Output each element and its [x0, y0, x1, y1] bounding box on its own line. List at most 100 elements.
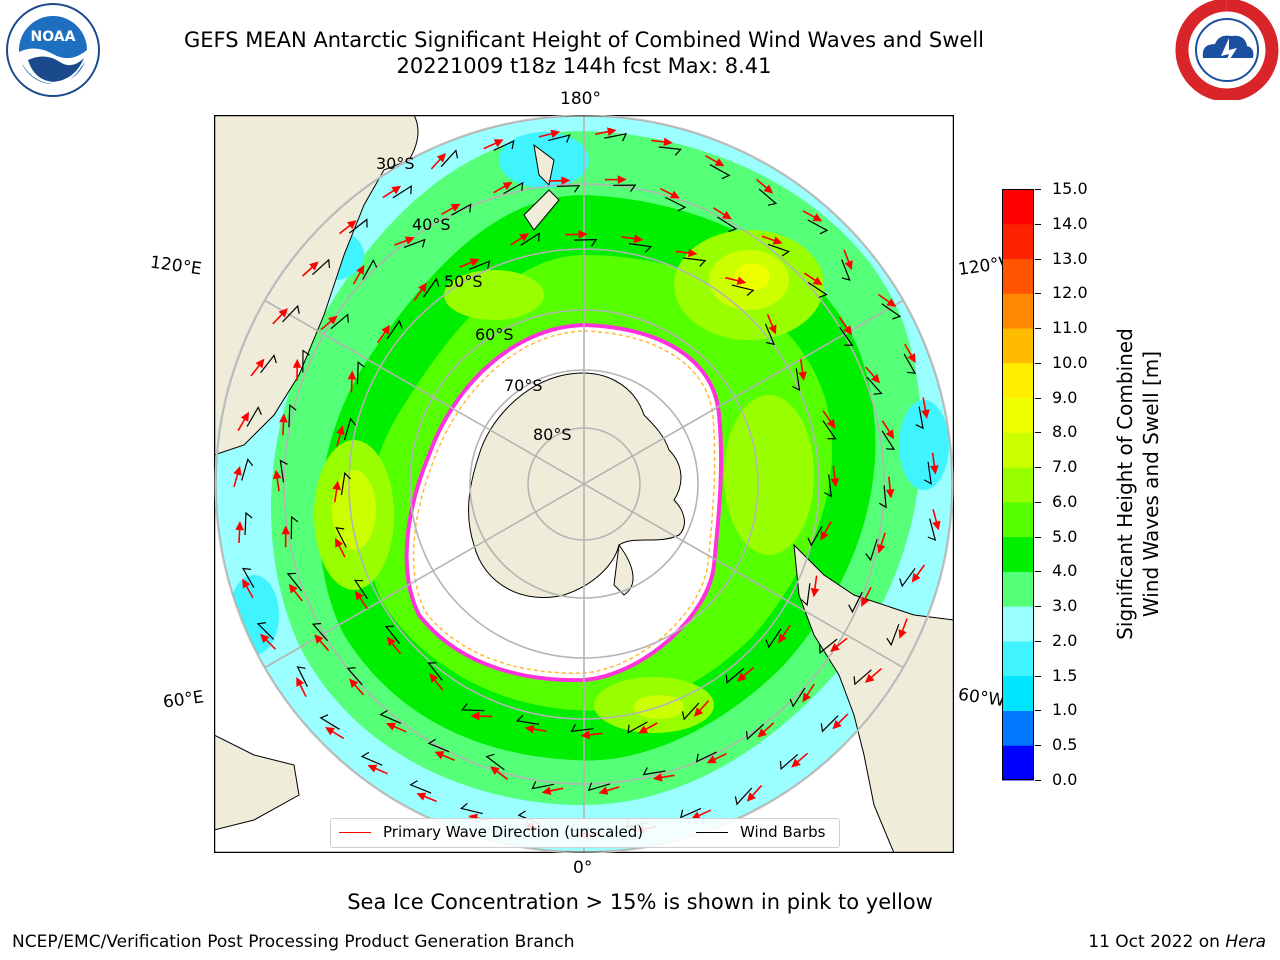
wave-direction-arrow [279, 413, 288, 436]
wind-barb [807, 281, 828, 298]
colorbar-tick-label: 3.0 [1052, 596, 1078, 616]
wave-direction-arrow [921, 397, 930, 419]
colorbar-tick-mark [1035, 606, 1041, 608]
wave-direction-arrow [386, 722, 407, 733]
wind-barb [779, 753, 799, 771]
wind-barb [485, 753, 505, 771]
wind-barb [330, 313, 349, 330]
wind-barb [244, 511, 253, 536]
wind-barb [853, 669, 872, 686]
wave-direction-arrow [693, 700, 710, 717]
colorbar-tick-label: 15.0 [1052, 179, 1088, 198]
wind-barb [819, 638, 838, 655]
wave-direction-arrow [339, 220, 357, 235]
colorbar-segment [1002, 745, 1034, 781]
wave-direction-arrow [524, 724, 547, 734]
wind-barb [789, 687, 806, 708]
wave-direction-arrow [705, 155, 725, 167]
lat-label-40: 40°S [412, 215, 451, 234]
wave-direction-arrow [881, 420, 895, 440]
sea-ice-note: Sea Ice Concentration > 15% is shown in … [347, 890, 933, 914]
wind-barb [881, 303, 902, 320]
wave-direction-arrow [911, 564, 926, 583]
wind-barb [403, 238, 426, 248]
wind-barb [839, 326, 854, 346]
colorbar-tick-mark [1035, 536, 1041, 538]
wave-direction-arrow [541, 786, 564, 795]
wind-barb [360, 751, 383, 766]
wind-barb [279, 459, 288, 483]
wind-barb [927, 518, 937, 541]
colorbar-segment [1002, 362, 1034, 399]
wind-barb [241, 458, 254, 481]
colorbar-segment [1002, 397, 1034, 433]
wind-barb [822, 420, 837, 440]
colorbar-segment [1002, 536, 1034, 572]
wind-barb [440, 149, 459, 168]
colorbar-tick-label: 7.0 [1052, 457, 1078, 477]
lon-label-120e: 120°E [148, 252, 203, 280]
nws-logo [1175, 0, 1279, 100]
wave-direction-arrow [822, 410, 836, 429]
wind-barb [353, 579, 368, 600]
wind-barb [379, 709, 402, 724]
wind-barb [468, 260, 491, 270]
wind-barb [427, 738, 450, 753]
wave-direction-arrow [651, 137, 673, 147]
wave-direction-arrow [353, 264, 365, 285]
wind-barb [548, 134, 571, 143]
lon-label-60e: 60°E [161, 687, 206, 713]
wind-barb [899, 567, 916, 588]
wind-barb [346, 667, 363, 686]
wind-barb [409, 780, 432, 794]
lon-label-0: 0° [573, 858, 593, 878]
wave-direction-arrow [595, 127, 617, 136]
wave-direction-arrow [296, 676, 307, 697]
wind-barb [765, 628, 782, 649]
wave-direction-arrow [382, 185, 402, 199]
wave-direction-arrow [430, 152, 447, 170]
wind-barb [886, 623, 900, 647]
lat-label-60: 60°S [475, 325, 514, 344]
wind-barb [556, 185, 581, 193]
colorbar-title: Significant Height of Combined Wind Wave… [1112, 304, 1164, 664]
wave-direction-arrow [459, 258, 480, 269]
colorbar-tick-label: 2.0 [1052, 630, 1078, 650]
wave-direction-arrow [416, 792, 437, 803]
polar-map: 30°S 40°S 50°S 60°S 70°S 80°S [214, 115, 954, 853]
wind-barb [764, 323, 776, 346]
wave-direction-arrow [864, 667, 882, 683]
wave-direction-arrow [367, 764, 388, 775]
wave-direction-arrow [766, 313, 777, 335]
wind-barb [256, 622, 275, 640]
wave-direction-arrow [336, 425, 345, 447]
wave-direction-arrow [810, 575, 820, 598]
wind-barb [460, 802, 483, 815]
wind-barb [725, 668, 745, 684]
colorbar-segment [1002, 432, 1034, 468]
wind-barb [881, 430, 896, 450]
credit-text: NCEP/EMC/Verification Post Processing Pr… [12, 932, 575, 952]
wave-direction-arrow [638, 722, 658, 734]
wind-barb [386, 319, 403, 340]
wind-barb [807, 219, 829, 235]
wind-barb [282, 304, 300, 323]
colorbar-tick-mark [1035, 258, 1041, 260]
date-value: 11 Oct 2022 on [1088, 932, 1220, 952]
legend-primary-swatch [339, 832, 371, 833]
wind-barb [503, 181, 524, 195]
wave-direction-arrow [429, 673, 444, 691]
wind-barb [423, 277, 440, 298]
colorbar-tick-mark [1035, 362, 1041, 364]
wind-barb [865, 538, 878, 562]
wave-direction-arrow [712, 207, 732, 220]
colorbar-tick-mark [1035, 397, 1041, 399]
wind-barb [745, 723, 765, 741]
wind-barb [792, 368, 801, 392]
wave-direction-arrow [493, 181, 513, 194]
wave-direction-arrow [725, 276, 747, 285]
colorbar-title-line1: Significant Height of Combined [1113, 328, 1137, 640]
wind-barb [311, 622, 328, 642]
wind-barb [520, 232, 540, 246]
wave-direction-arrow [355, 590, 368, 610]
